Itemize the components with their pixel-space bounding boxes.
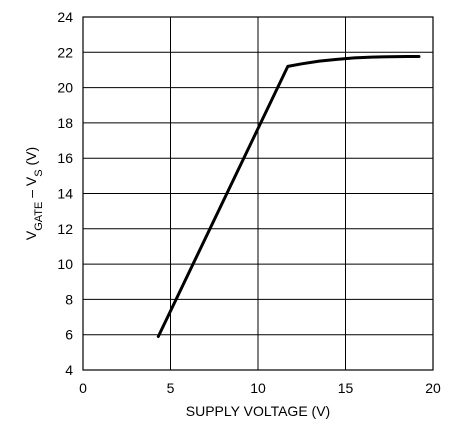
y-axis-label: VGATE – VS (V) bbox=[23, 147, 45, 240]
y-tick-label-9: 22 bbox=[57, 44, 73, 60]
x-tick-label-1: 5 bbox=[167, 380, 175, 396]
x-tick-labels: 0 5 10 15 20 bbox=[79, 380, 441, 396]
y-tick-label-2: 8 bbox=[65, 291, 73, 307]
y-tick-label-8: 20 bbox=[57, 80, 73, 96]
x-axis-label: SUPPLY VOLTAGE (V) bbox=[186, 403, 330, 419]
y-axis-label-sep: – V bbox=[23, 176, 39, 202]
x-tick-label-2: 10 bbox=[250, 380, 266, 396]
plot-frame bbox=[82, 16, 434, 371]
y-tick-label-4: 12 bbox=[57, 221, 73, 237]
y-tick-label-1: 6 bbox=[65, 327, 73, 343]
grid bbox=[83, 17, 433, 370]
y-axis-label-v: V bbox=[23, 230, 39, 240]
x-tick-label-4: 20 bbox=[425, 380, 441, 396]
x-tick-label-3: 15 bbox=[338, 380, 354, 396]
series-line bbox=[156, 55, 421, 338]
x-tick-label-0: 0 bbox=[79, 380, 87, 396]
y-tick-label-6: 16 bbox=[57, 150, 73, 166]
y-tick-label-3: 10 bbox=[57, 256, 73, 272]
y-axis-label-unit: (V) bbox=[23, 147, 39, 170]
y-tick-label-5: 14 bbox=[57, 186, 73, 202]
y-tick-label-0: 4 bbox=[65, 362, 73, 378]
y-tick-label-10: 24 bbox=[57, 9, 73, 25]
y-tick-label-7: 18 bbox=[57, 115, 73, 131]
y-tick-labels: 4 6 8 10 12 14 16 18 20 22 24 bbox=[57, 9, 73, 378]
y-axis-label-sub-s: S bbox=[33, 169, 45, 176]
y-axis-label-sub-gate: GATE bbox=[33, 202, 45, 231]
